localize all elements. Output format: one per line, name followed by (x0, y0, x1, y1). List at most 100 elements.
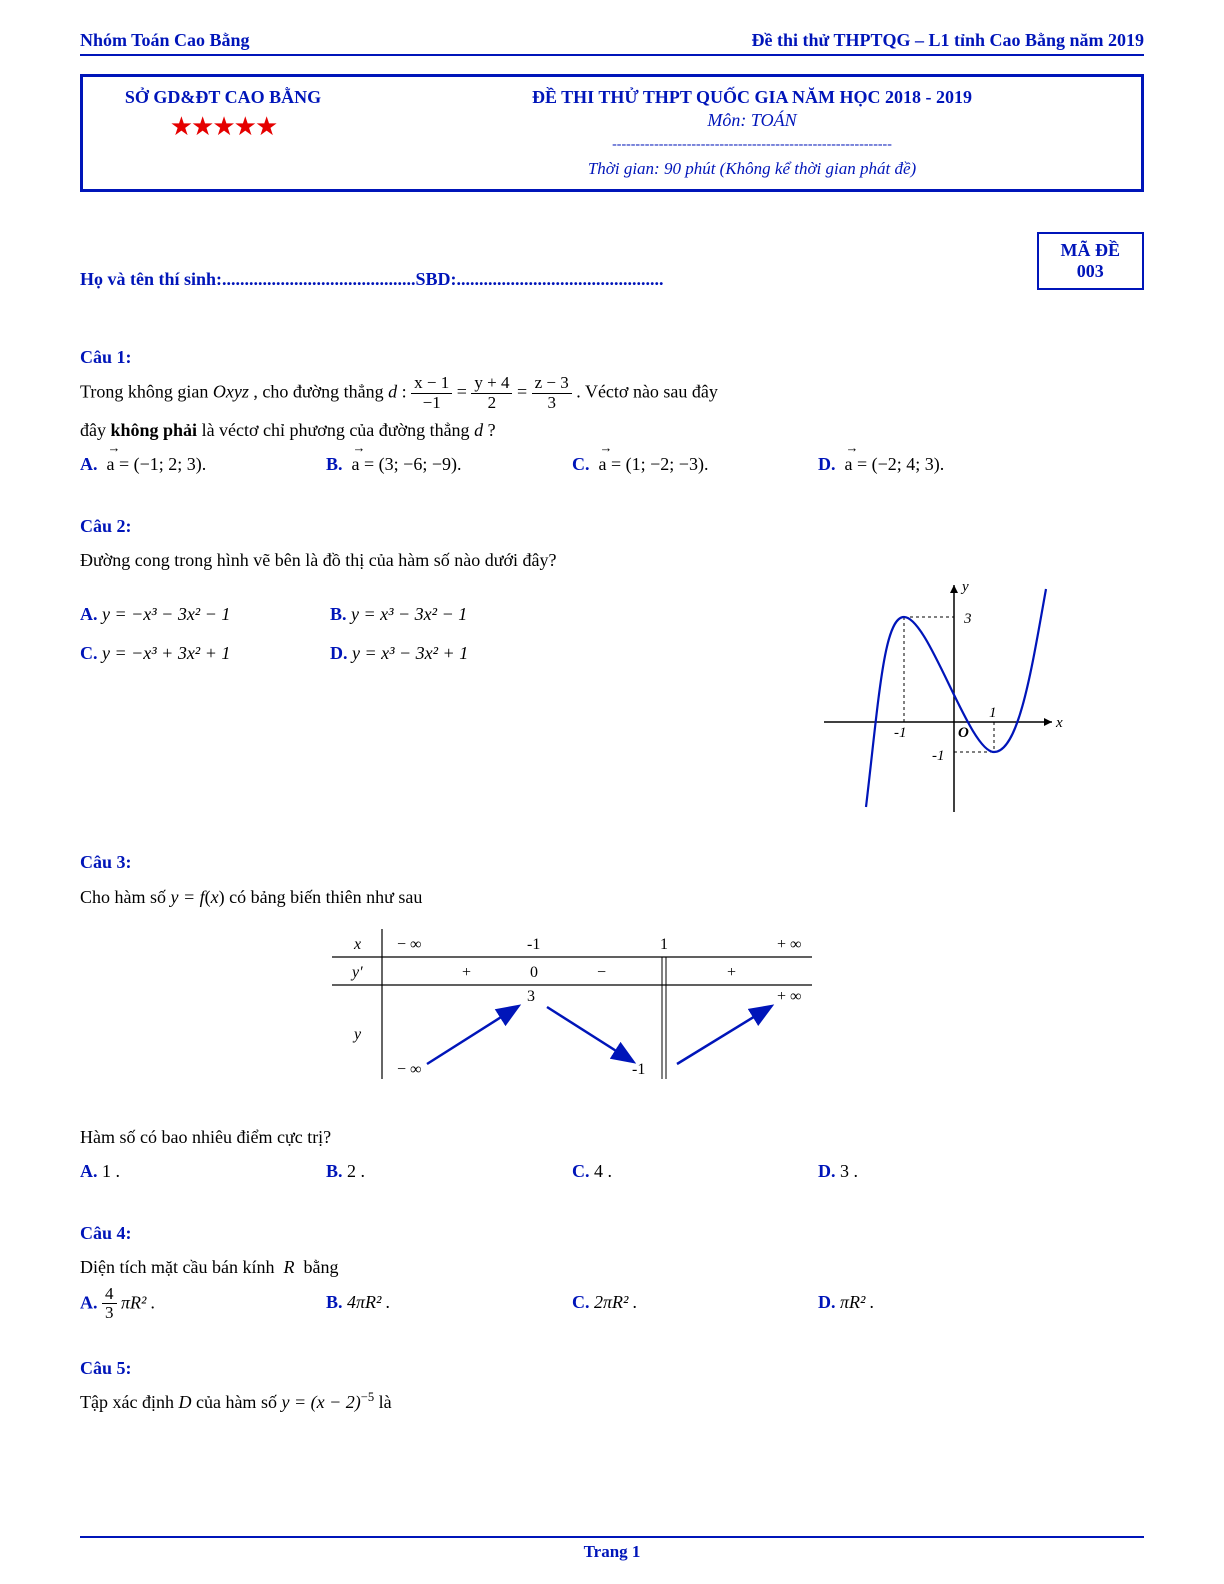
footer-rule (80, 1536, 1144, 1538)
variation-table-svg: x y′ y − ∞ -1 1 + ∞ + 0 − + 3 + ∞ − ∞ -1 (332, 929, 812, 1079)
svg-text:x: x (1055, 715, 1063, 731)
page-number: Trang 1 (80, 1542, 1144, 1562)
cubic-graph-svg: x y O -1 1 3 -1 (824, 577, 1064, 817)
header-left: Nhóm Toán Cao Bằng (80, 30, 250, 51)
q1-t3: . Véctơ nào sau đây (576, 382, 718, 402)
question-5: Câu 5: Tập xác định D của hàm số y = (x … (80, 1351, 1144, 1419)
svg-text:3: 3 (527, 988, 535, 1005)
q1-t4: là véctơ chỉ phương của đường thẳng (197, 420, 474, 440)
q5-body: Tập xác định D của hàm số y = (x − 2)−5 … (80, 1385, 1064, 1419)
q3-body: Cho hàm số y = f(x) có bảng biến thiên n… (80, 880, 1064, 1189)
q3-subquestion: Hàm số có bao nhiêu điểm cực trị? (80, 1120, 1064, 1154)
svg-text:+: + (727, 964, 736, 981)
candidate-row: Họ và tên thí sinh:.....................… (80, 232, 1144, 290)
exam-code-label: MÃ ĐỀ (1061, 240, 1121, 261)
question-4: Câu 4: Diện tích mặt cầu bán kính R bằng… (80, 1216, 1144, 1323)
svg-text:− ∞: − ∞ (397, 1061, 421, 1078)
q1-options: A. a = (−1; 2; 3). B. a = (3; −6; −9). C… (80, 447, 1064, 481)
q1-qm: ? (483, 420, 496, 440)
q1-optB: B. a = (3; −6; −9). (326, 447, 572, 481)
q1-bold: không phải (111, 420, 198, 440)
svg-text:1: 1 (989, 705, 997, 721)
svg-text:O: O (958, 725, 969, 741)
q3-optD: D. 3 . (818, 1154, 1064, 1188)
q3-label: Câu 3: (80, 845, 156, 879)
q2-optB: B. y = x³ − 3x² − 1 (330, 595, 580, 633)
svg-text:-1: -1 (632, 1061, 645, 1078)
exam-info-box: SỞ GD&ĐT CAO BẰNG ★★★★★ ĐỀ THI THỬ THPT … (80, 74, 1144, 192)
q1-optD: D. a = (−2; 4; 3). (818, 447, 1064, 481)
department-label: SỞ GD&ĐT CAO BẰNG (97, 87, 349, 108)
q1-frac2: y + 42 (471, 374, 512, 412)
subject-label: Môn: TOÁN (377, 110, 1127, 131)
q2-optD: D. y = x³ − 3x² + 1 (330, 634, 580, 672)
svg-text:1: 1 (660, 936, 668, 953)
q5-label: Câu 5: (80, 1351, 156, 1385)
exam-title: ĐỀ THI THỬ THPT QUỐC GIA NĂM HỌC 2018 - … (377, 87, 1127, 108)
q2-text: Đường cong trong hình vẽ bên là đồ thị c… (80, 550, 556, 570)
svg-text:y′: y′ (350, 964, 363, 981)
duration-label: Thời gian: 90 phút (Không kể thời gian p… (377, 159, 1127, 179)
q2-label: Câu 2: (80, 509, 156, 543)
q3-text: Cho hàm số y = f(x) có bảng biến thiên n… (80, 887, 422, 907)
svg-text:−: − (597, 964, 606, 981)
svg-text:-1: -1 (527, 936, 540, 953)
page-footer: Trang 1 (80, 1536, 1144, 1562)
svg-text:+: + (462, 964, 471, 981)
question-3: Câu 3: Cho hàm số y = f(x) có bảng biến … (80, 845, 1144, 1188)
q1-t1: Trong không gian (80, 382, 213, 402)
q2-optA: A. y = −x³ − 3x² − 1 (80, 595, 330, 633)
q1-frac1: x − 1−1 (411, 374, 452, 412)
q1-t2: , cho đường thẳng (249, 382, 388, 402)
q2-options: A. y = −x³ − 3x² − 1 B. y = x³ − 3x² − 1… (80, 577, 804, 817)
q4-options: A. 43 πR² . B. 4πR² . C. 2πR² . D. πR² . (80, 1285, 1064, 1323)
q1-label: Câu 1: (80, 340, 156, 374)
q1-frac3: z − 33 (532, 374, 572, 412)
header-right: Đề thi thử THPTQG – L1 tỉnh Cao Bằng năm… (751, 30, 1144, 51)
candidate-line: Họ và tên thí sinh:.....................… (80, 269, 1017, 290)
svg-text:x: x (353, 936, 361, 953)
q2-optC: C. y = −x³ + 3x² + 1 (80, 634, 330, 672)
q3-optB: B. 2 . (326, 1154, 572, 1188)
svg-text:3: 3 (963, 611, 972, 627)
separator-dashes: ----------------------------------------… (377, 137, 1127, 153)
q3-optA: A. 1 . (80, 1154, 326, 1188)
q4-optC: C. 2πR² . (572, 1285, 818, 1323)
svg-text:0: 0 (530, 964, 538, 981)
q3-optC: C. 4 . (572, 1154, 818, 1188)
svg-text:-1: -1 (932, 748, 945, 764)
q1-line2: đây không phải là véctơ chỉ phương của đ… (80, 420, 496, 440)
q4-optA: A. 43 πR² . (80, 1285, 326, 1323)
exam-code-value: 003 (1061, 261, 1121, 282)
svg-text:y: y (352, 1026, 362, 1043)
svg-text:-1: -1 (894, 725, 907, 741)
q4-optD: D. πR² . (818, 1285, 1064, 1323)
header-rule (80, 54, 1144, 56)
q2-body: Đường cong trong hình vẽ bên là đồ thị c… (80, 543, 1064, 817)
variation-table: x y′ y − ∞ -1 1 + ∞ + 0 − + 3 + ∞ − ∞ -1 (332, 929, 812, 1090)
q1-d2: d (474, 420, 483, 440)
q1-optA: A. a = (−1; 2; 3). (80, 447, 326, 481)
q4-text: Diện tích mặt cầu bán kính R bằng (80, 1257, 338, 1277)
info-right: ĐỀ THI THỬ THPT QUỐC GIA NĂM HỌC 2018 - … (363, 77, 1141, 189)
q1-d: d (388, 382, 397, 402)
svg-text:+ ∞: + ∞ (777, 988, 801, 1005)
info-left: SỞ GD&ĐT CAO BẰNG ★★★★★ (83, 77, 363, 189)
q2-graph: x y O -1 1 3 -1 (824, 577, 1064, 817)
q1-oxyz: Oxyz (213, 382, 249, 402)
q3-options: A. 1 . B. 2 . C. 4 . D. 3 . (80, 1154, 1064, 1188)
question-2: Câu 2: Đường cong trong hình vẽ bên là đ… (80, 509, 1144, 817)
q4-optB: B. 4πR² . (326, 1285, 572, 1323)
exam-code-box: MÃ ĐỀ 003 (1037, 232, 1145, 290)
svg-text:− ∞: − ∞ (397, 936, 421, 953)
q1-body: Trong không gian Oxyz , cho đường thẳng … (80, 374, 1064, 481)
q4-body: Diện tích mặt cầu bán kính R bằng A. 43 … (80, 1250, 1064, 1323)
svg-text:y: y (960, 579, 969, 595)
q2-content-row: A. y = −x³ − 3x² − 1 B. y = x³ − 3x² − 1… (80, 577, 1064, 817)
question-1: Câu 1: Trong không gian Oxyz , cho đường… (80, 340, 1144, 481)
q4-label: Câu 4: (80, 1216, 156, 1250)
q1-colon: : (397, 382, 411, 402)
page-header: Nhóm Toán Cao Bằng Đề thi thử THPTQG – L… (80, 30, 1144, 51)
q1-optC: C. a = (1; −2; −3). (572, 447, 818, 481)
svg-text:+ ∞: + ∞ (777, 936, 801, 953)
